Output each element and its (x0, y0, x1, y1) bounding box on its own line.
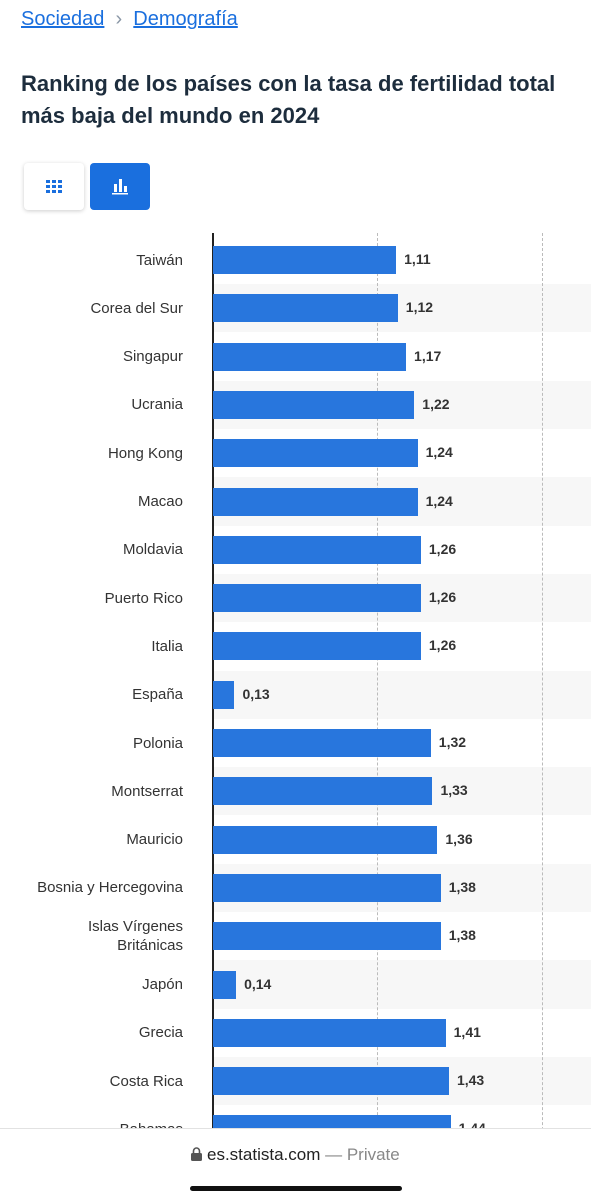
value-label: 1,11 (404, 251, 431, 267)
category-label: Mauricio (126, 831, 183, 849)
bar (213, 873, 441, 902)
grid-line (377, 233, 378, 1200)
category-label: Islas Vírgenes Británicas (87, 918, 183, 955)
value-label: 1,41 (453, 1023, 481, 1040)
bar (213, 342, 407, 371)
bar (213, 1067, 449, 1096)
browser-bar: es.statista.com — Private (0, 1128, 591, 1201)
bar (213, 632, 421, 661)
axis-line (212, 233, 214, 1200)
bar (213, 729, 431, 757)
bar (213, 1018, 446, 1047)
bar (213, 922, 441, 951)
value-label: 1,26 (428, 589, 457, 606)
chart-icon (112, 179, 128, 195)
table-view-button[interactable] (24, 163, 84, 210)
breadcrumb-link[interactable]: Demografía (133, 8, 238, 30)
value-label: 1,33 (440, 782, 468, 799)
value-label: 1,43 (456, 1072, 485, 1089)
category-label: Japón (142, 976, 183, 993)
chart-title: Ranking de los países con la tasa de fer… (21, 71, 556, 128)
category-label: Macao (137, 493, 183, 510)
value-label: 1,32 (438, 734, 467, 750)
value-label: 1,38 (448, 927, 476, 944)
bar (213, 390, 415, 419)
bar (213, 535, 421, 564)
value-label: 1,17 (414, 347, 442, 364)
category-label: Puerto Rico (104, 589, 183, 607)
bar (213, 294, 398, 323)
row-stripe (213, 670, 591, 719)
grid-line (542, 233, 543, 1200)
category-label: Singapur (122, 348, 183, 366)
category-label: Corea del Sur (90, 299, 183, 317)
url: es.statista.com (206, 1145, 321, 1164)
table-icon (46, 180, 62, 193)
value-label: 1,36 (445, 830, 473, 847)
url-bar[interactable]: es.statista.com — Private (0, 1145, 591, 1165)
value-label: 1,12 (405, 299, 434, 316)
home-indicator (190, 1186, 402, 1191)
bar (213, 439, 418, 468)
category-label: España (132, 686, 183, 704)
category-label: Montserrat (111, 782, 183, 800)
chart-view-button[interactable] (90, 163, 150, 210)
value-label: 0,13 (242, 685, 270, 702)
bar (213, 777, 433, 806)
bar (213, 584, 421, 613)
value-label: 1,24 (425, 492, 453, 509)
bar (213, 970, 237, 999)
category-label: Hong Kong (107, 444, 183, 462)
row-stripe (213, 960, 591, 1009)
category-label: Grecia (138, 1024, 183, 1042)
bar (213, 825, 438, 854)
category-label: Costa Rica (109, 1072, 183, 1090)
private-mode: — Private (325, 1145, 400, 1164)
value-label: 1,24 (425, 444, 453, 461)
value-label: 1,22 (422, 395, 450, 412)
category-label: Moldavia (122, 541, 183, 559)
category-label: Taiwán (136, 251, 183, 269)
bar (213, 246, 397, 274)
lock-icon (191, 1147, 203, 1161)
value-label: 1,38 (448, 878, 476, 895)
category-label: Ucrania (131, 396, 183, 414)
category-label: Italia (151, 637, 183, 655)
bar (213, 487, 418, 516)
value-label: 1,26 (428, 637, 457, 654)
value-label: 1,26 (428, 540, 457, 557)
category-label: Polonia (132, 734, 183, 752)
value-label: 0,14 (244, 975, 272, 992)
bar (213, 680, 235, 709)
breadcrumb: Sociedad › Demografía (21, 8, 238, 30)
category-label: Bosnia y Hercegovina (37, 879, 183, 897)
breadcrumb-link[interactable]: Sociedad (21, 8, 105, 30)
